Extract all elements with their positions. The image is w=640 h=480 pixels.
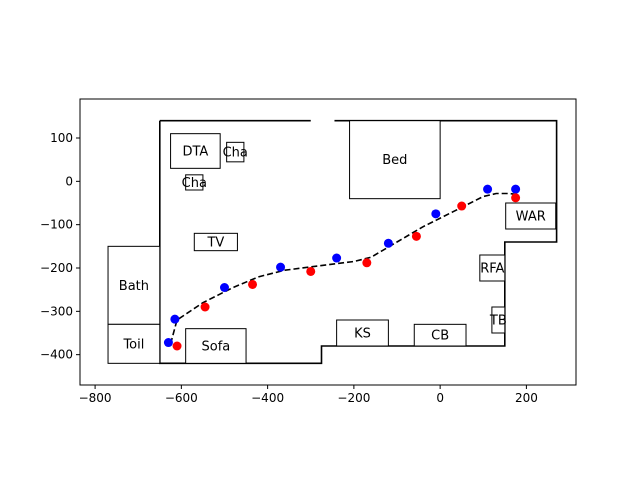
room-box-war-5 bbox=[505, 202, 557, 230]
red-point-6 bbox=[457, 201, 467, 211]
room-box-dta-0 bbox=[170, 133, 221, 169]
room-label-cha-1: Cha bbox=[223, 146, 248, 161]
red-point-0 bbox=[172, 341, 182, 351]
room-label-war-5: WAR bbox=[516, 210, 546, 225]
room-box-cb-11 bbox=[413, 323, 467, 347]
blue-point-6 bbox=[431, 209, 441, 219]
red-point-3 bbox=[306, 266, 316, 276]
room-label-tb-12: TB bbox=[489, 314, 507, 329]
x-tick-label: −800 bbox=[79, 391, 112, 405]
room-label-bath-7: Bath bbox=[119, 279, 149, 294]
room-box-rfa-6 bbox=[479, 254, 506, 282]
blue-point-7 bbox=[483, 184, 493, 194]
room-label-bed-3: Bed bbox=[382, 153, 407, 168]
x-tick-label: −600 bbox=[165, 391, 198, 405]
y-tick-label: 0 bbox=[65, 174, 73, 188]
blue-point-1 bbox=[170, 314, 180, 324]
red-point-7 bbox=[511, 193, 521, 203]
y-axis-ticks: 100 0 −100 −200 −300 −400 bbox=[40, 131, 80, 362]
room-label-rfa-6: RFA bbox=[480, 262, 504, 277]
red-point-4 bbox=[362, 258, 372, 268]
y-tick-label: 100 bbox=[50, 131, 73, 145]
plot-content: DTA Cha Cha Bed TV WAR RFA Bath Toil Sofa KS CB TB bbox=[107, 119, 558, 365]
blue-point-4 bbox=[332, 253, 342, 263]
room-box-bed-3 bbox=[349, 120, 441, 200]
room-label-toil-8: Toil bbox=[122, 337, 144, 352]
blue-point-8 bbox=[511, 184, 521, 194]
room-label-tv-4: TV bbox=[206, 236, 224, 251]
y-tick-label: −300 bbox=[40, 304, 73, 318]
blue-point-2 bbox=[219, 283, 229, 292]
y-tick-label: −200 bbox=[40, 261, 73, 275]
x-tick-label: 0 bbox=[436, 391, 444, 405]
room-box-ks-10 bbox=[336, 319, 389, 347]
room-label-cha-2: Cha bbox=[182, 176, 207, 191]
room-label-sofa-9: Sofa bbox=[201, 340, 230, 355]
room-box-tv-4 bbox=[193, 232, 238, 252]
x-tick-label: 200 bbox=[515, 391, 538, 405]
room-box-toil-8 bbox=[107, 323, 161, 364]
x-tick-label: −400 bbox=[251, 391, 284, 405]
trajectory-path bbox=[169, 192, 516, 345]
y-tick-label: −100 bbox=[40, 218, 73, 232]
y-tick-label: −400 bbox=[40, 348, 73, 362]
room-box-tb-12 bbox=[491, 306, 506, 334]
red-point-5 bbox=[411, 231, 421, 241]
x-tick-label: −200 bbox=[337, 391, 370, 405]
x-axis-ticks: −800 −600 −400 −200 0 200 bbox=[79, 385, 538, 405]
blue-point-3 bbox=[276, 262, 286, 272]
red-point-1 bbox=[200, 302, 210, 312]
axes-frame bbox=[79, 98, 577, 386]
blue-point-0 bbox=[163, 338, 173, 348]
blue-point-5 bbox=[383, 238, 393, 248]
room-box-sofa-9 bbox=[185, 328, 247, 364]
room-label-ks-10: KS bbox=[354, 327, 371, 342]
room-box-cha-2 bbox=[185, 174, 204, 191]
red-point-2 bbox=[248, 279, 258, 289]
room-label-cb-11: CB bbox=[431, 329, 449, 344]
room-box-cha-1 bbox=[226, 141, 245, 163]
room-box-bath-7 bbox=[107, 245, 161, 325]
room-label-dta-0: DTA bbox=[182, 145, 208, 160]
